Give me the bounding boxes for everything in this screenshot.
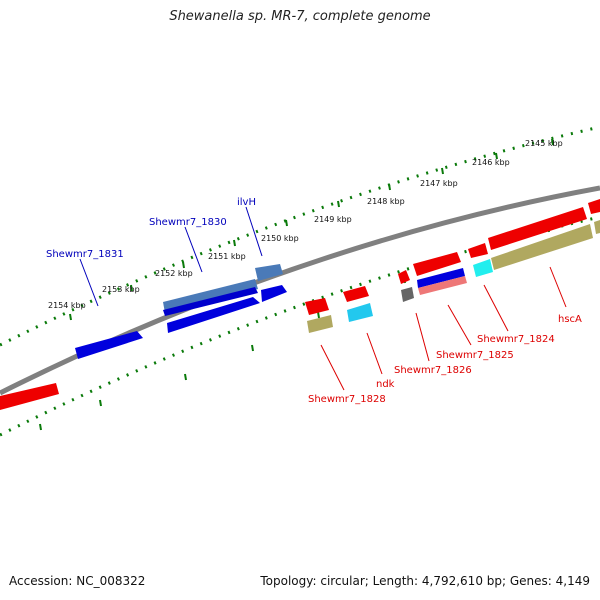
tick-label-2152: 2152 kbp xyxy=(155,269,193,278)
outer-tick-marks xyxy=(69,138,554,321)
leader-ndk xyxy=(366,332,383,375)
leader-shewmr7-1826 xyxy=(415,312,430,362)
gene-red-edge xyxy=(588,199,600,214)
gene-khaki-1828 xyxy=(307,315,333,333)
gene-red-hsca xyxy=(488,207,587,250)
tick-label-2148: 2148 kbp xyxy=(367,197,405,206)
label-ndk: ndk xyxy=(376,379,395,390)
label-shewmr7-1828: Shewmr7_1828 xyxy=(308,394,386,405)
gene-red-1824 xyxy=(468,243,488,258)
gene-cyan-ndk xyxy=(347,303,373,322)
tick-label-2153: 2153 kbp xyxy=(102,285,140,294)
gene-ndk-red xyxy=(343,286,369,302)
leader-shewmr7-1825 xyxy=(447,304,472,346)
tick-label-2145: 2145 kbp xyxy=(525,139,563,148)
label-hsca: hscA xyxy=(558,314,582,325)
leader-shewmr7-1828 xyxy=(320,344,345,391)
tick-label-2147: 2147 kbp xyxy=(420,179,458,188)
topology-text: Topology: circular; Length: 4,792,610 bp… xyxy=(260,574,590,588)
gene-khaki-edge xyxy=(594,220,600,234)
gene-cyan-1824 xyxy=(473,259,493,277)
label-shewmr7-1825: Shewmr7_1825 xyxy=(436,350,514,361)
gene-ilvh-light xyxy=(255,264,283,281)
map-title: Shewanella sp. MR-7, complete genome xyxy=(169,9,431,24)
gene-pink-1825 xyxy=(418,276,467,295)
tick-label-2146: 2146 kbp xyxy=(472,158,510,167)
gene-gray-1826 xyxy=(401,287,414,302)
label-shewmr7-1826: Shewmr7_1826 xyxy=(394,365,472,376)
gene-khaki-hsca xyxy=(491,224,593,270)
tick-label-2150: 2150 kbp xyxy=(261,234,299,243)
gene-blue-upper xyxy=(163,287,258,316)
tick-label-2149: 2149 kbp xyxy=(314,215,352,224)
leader-hsca xyxy=(549,266,567,308)
gene-shewmr7-1830 xyxy=(167,297,260,333)
gene-ilvh xyxy=(261,285,287,302)
leader-shewmr7-1824 xyxy=(483,284,509,332)
gene-blue-1825 xyxy=(417,268,465,288)
label-shewmr7-1831: Shewmr7_1831 xyxy=(46,249,124,260)
leader-shewmr7-1831 xyxy=(79,258,99,307)
gene-red-1826 xyxy=(398,270,410,284)
label-shewmr7-1824: Shewmr7_1824 xyxy=(477,334,555,345)
gene-shewmr7-1831 xyxy=(75,331,143,359)
accession-text: Accession: NC_008322 xyxy=(9,574,146,588)
gene-red-left xyxy=(0,383,59,410)
leader-ilvh xyxy=(245,206,263,257)
label-shewmr7-1830: Shewmr7_1830 xyxy=(149,217,227,228)
genome-backbone xyxy=(0,185,600,396)
leader-shewmr7-1830 xyxy=(184,226,203,273)
label-ilvh: ilvH xyxy=(237,197,256,208)
gene-red-1828 xyxy=(305,298,329,315)
gene-red-1825 xyxy=(413,252,461,276)
tick-label-2154: 2154 kbp xyxy=(48,301,86,310)
tick-label-2151: 2151 kbp xyxy=(208,252,246,261)
